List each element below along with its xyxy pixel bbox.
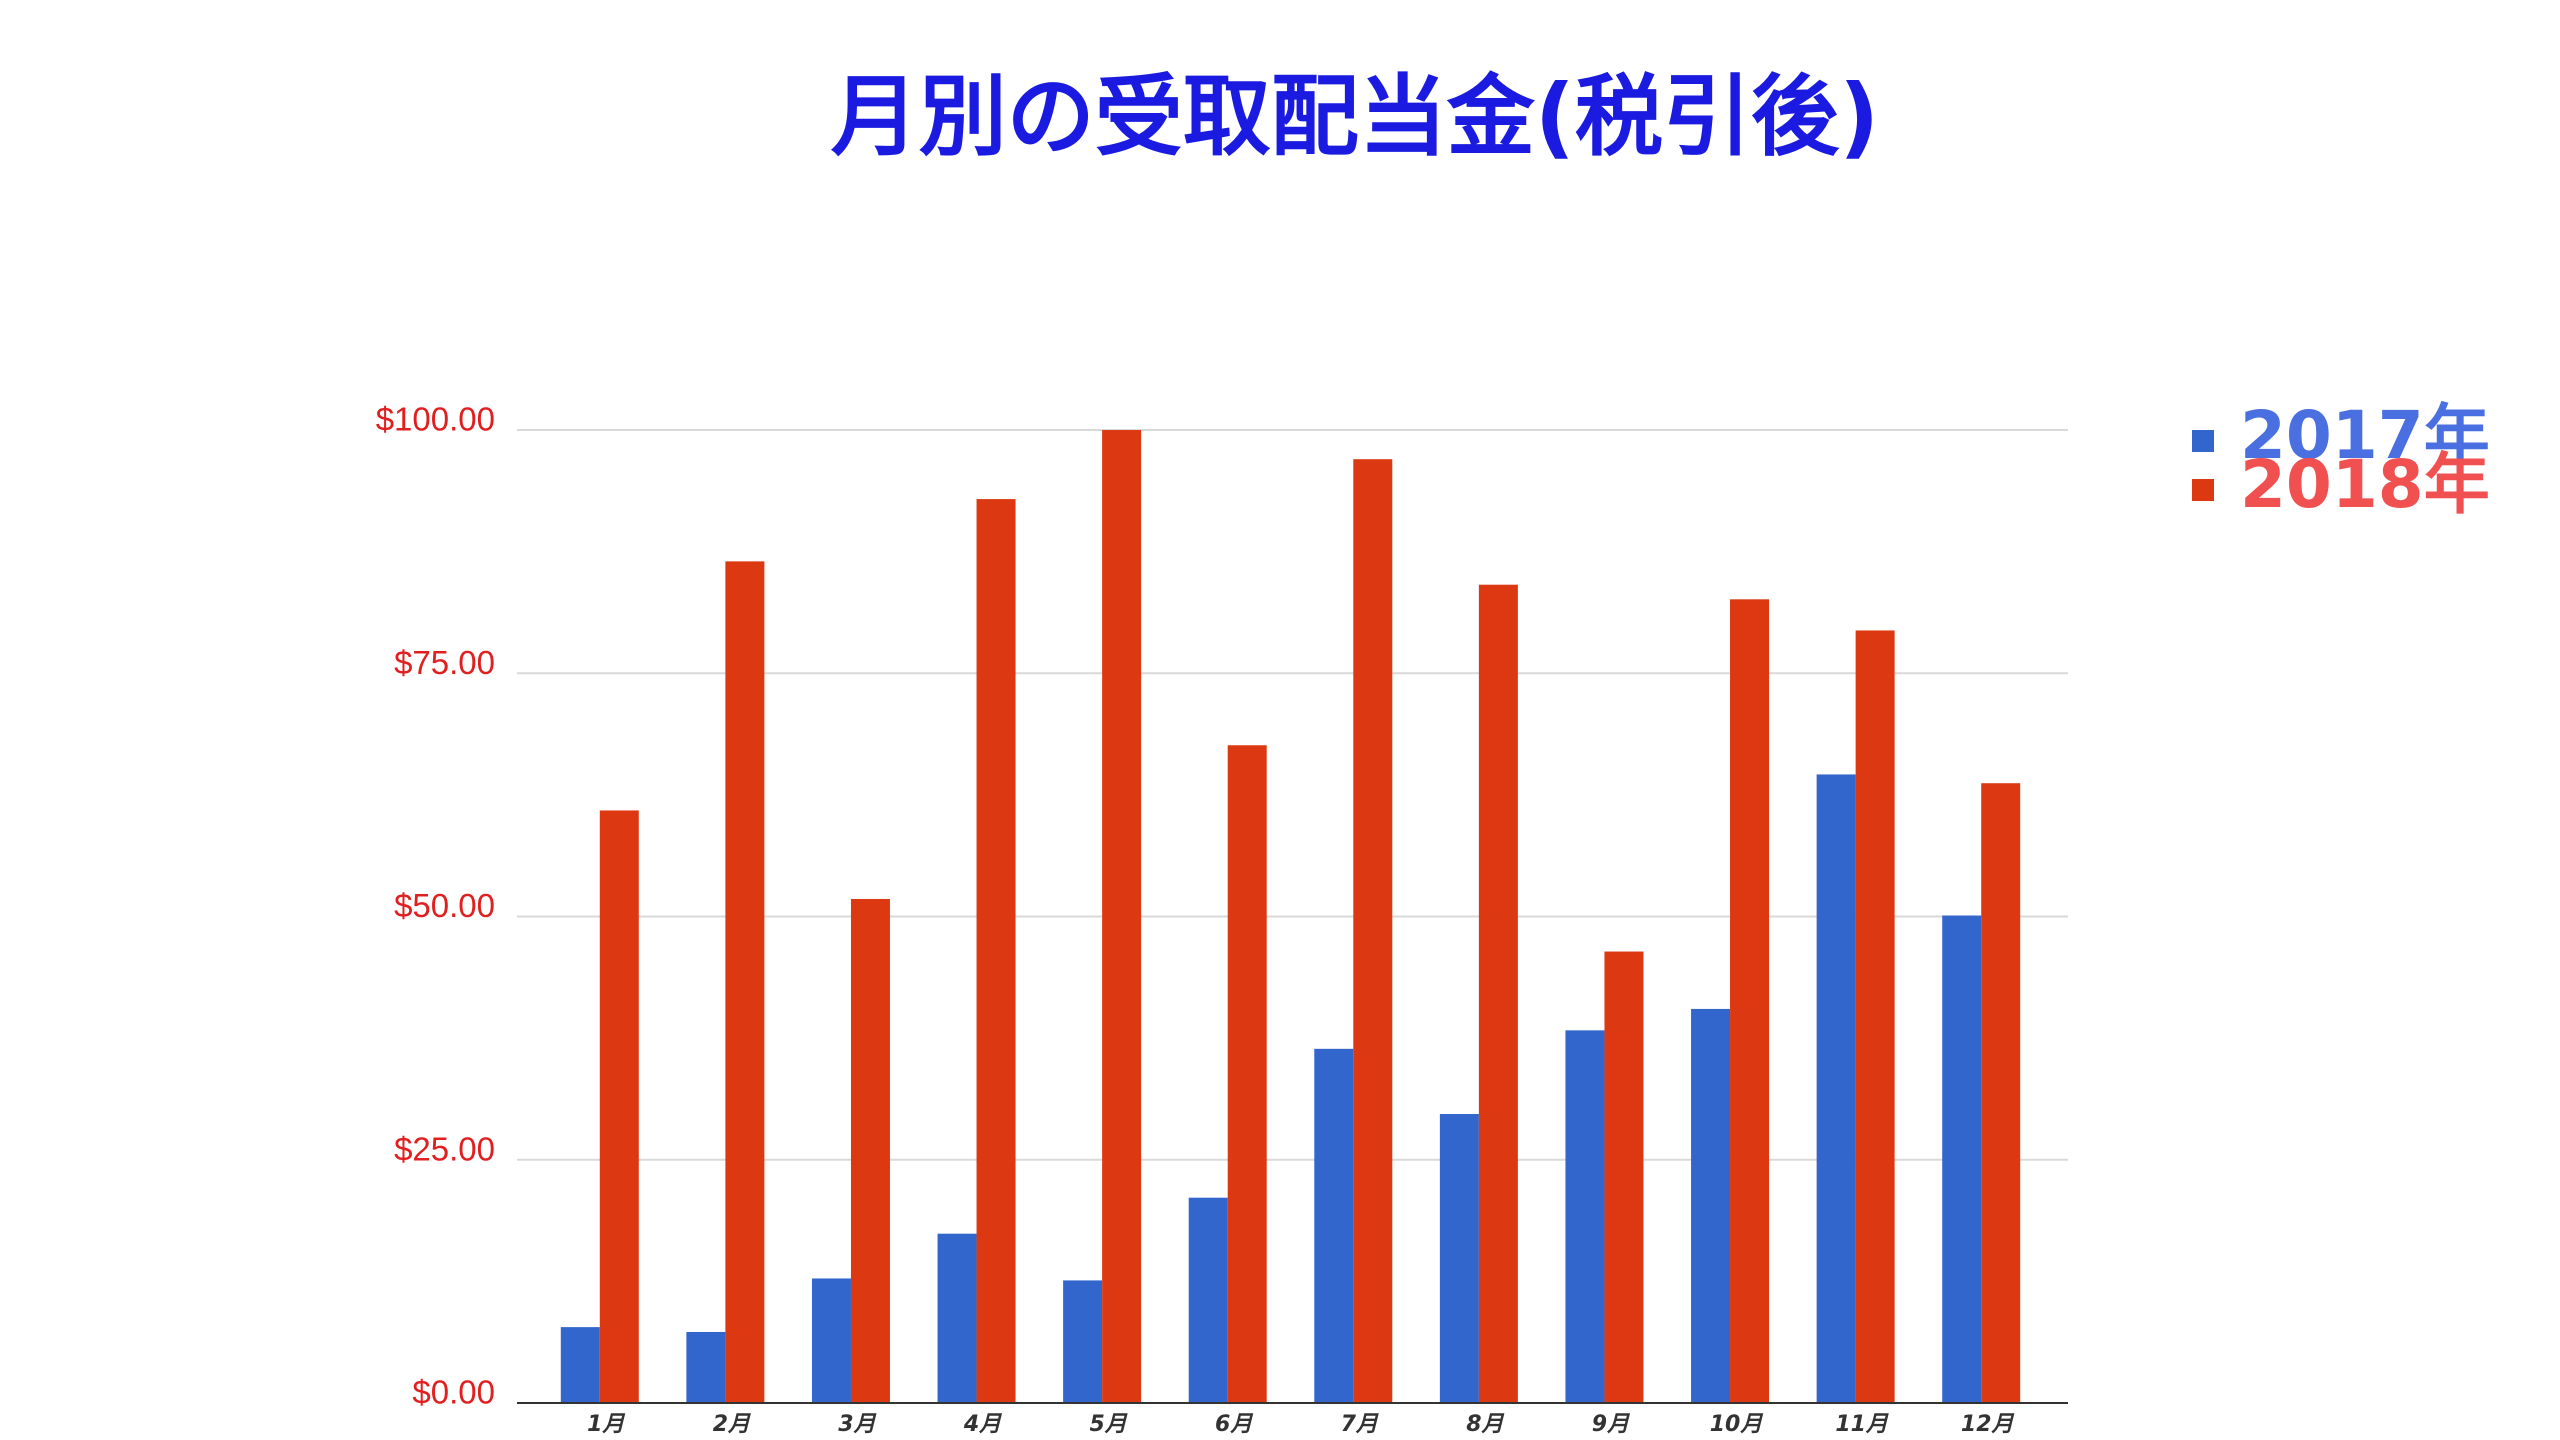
y-tick-label: $50.00 bbox=[394, 887, 495, 924]
x-tick-label: 11月 bbox=[1835, 1412, 1889, 1437]
bar bbox=[1188, 1197, 1228, 1403]
legend-swatch bbox=[2192, 479, 2214, 501]
bar bbox=[976, 499, 1016, 1403]
x-tick-label: 8月 bbox=[1466, 1412, 1504, 1437]
bar bbox=[1063, 1280, 1103, 1403]
y-tick-label: $25.00 bbox=[394, 1130, 495, 1167]
x-tick-label: 4月 bbox=[963, 1412, 1002, 1437]
bar bbox=[1439, 1114, 1479, 1403]
bar bbox=[1816, 774, 1856, 1403]
legend-label: 2017年 bbox=[2240, 397, 2490, 474]
bar bbox=[1730, 599, 1770, 1403]
x-tick-label: 2月 bbox=[713, 1412, 751, 1437]
chart-title: 月別の受取配当金(税引後) bbox=[831, 65, 1879, 168]
x-tick-label: 12月 bbox=[1961, 1412, 2015, 1437]
bar bbox=[1227, 745, 1267, 1403]
bar bbox=[1565, 1030, 1605, 1403]
x-tick-label: 6月 bbox=[1215, 1412, 1253, 1437]
bar bbox=[560, 1327, 600, 1403]
bar bbox=[1314, 1048, 1354, 1403]
y-tick-label: $75.00 bbox=[394, 644, 495, 681]
bar bbox=[725, 561, 765, 1403]
x-tick-label: 5月 bbox=[1089, 1412, 1127, 1437]
x-tick-label: 1月 bbox=[587, 1412, 625, 1437]
x-tick-label: 9月 bbox=[1592, 1412, 1630, 1437]
legend-swatch bbox=[2192, 430, 2214, 452]
x-tick-label: 7月 bbox=[1341, 1412, 1379, 1437]
y-tick-label: $0.00 bbox=[412, 1374, 495, 1411]
bar bbox=[1981, 783, 2021, 1403]
bar bbox=[937, 1233, 977, 1403]
bar bbox=[599, 810, 639, 1403]
bar bbox=[1353, 459, 1393, 1403]
legend-label: 2018年 bbox=[2240, 446, 2490, 523]
x-tick-label: 10月 bbox=[1710, 1412, 1764, 1437]
bar bbox=[811, 1278, 851, 1403]
bar bbox=[1942, 915, 1982, 1403]
x-tick-label: 3月 bbox=[838, 1412, 876, 1437]
y-tick-label: $100.00 bbox=[376, 401, 495, 438]
bar bbox=[1478, 584, 1518, 1403]
bar bbox=[1102, 430, 1142, 1403]
bar bbox=[1604, 951, 1644, 1403]
bar bbox=[1855, 630, 1895, 1403]
bar bbox=[686, 1331, 726, 1403]
bar bbox=[1691, 1008, 1731, 1403]
bar bbox=[850, 898, 890, 1403]
